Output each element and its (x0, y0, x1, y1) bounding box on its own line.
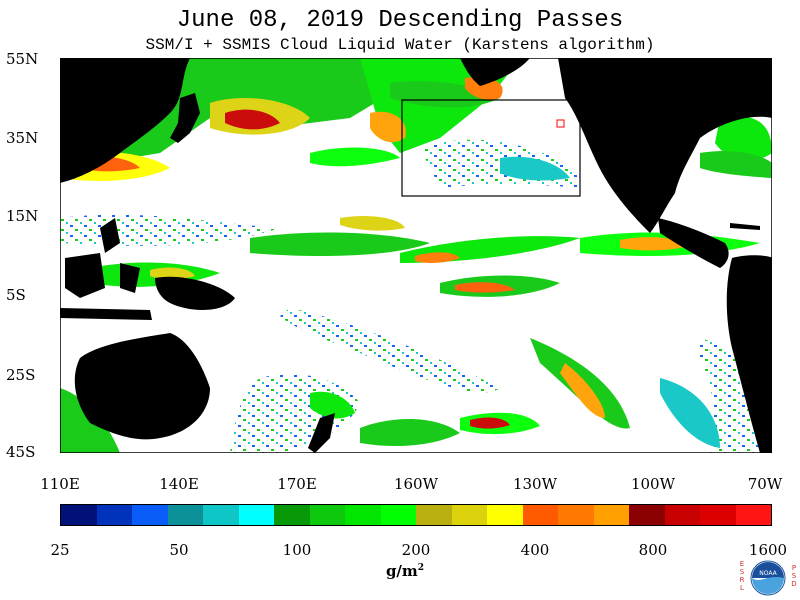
lon-label-160w: 160W (393, 475, 439, 493)
colorbar-tick-200: 200 (401, 541, 431, 559)
landmass-australia (74, 333, 210, 440)
colorbar-segment-11 (416, 505, 452, 525)
landmass-new-zealand (308, 413, 335, 453)
colorbar-segment-2 (96, 505, 132, 525)
colorbar-tick-800: 800 (638, 541, 668, 559)
colorbar-segment-8 (309, 505, 345, 525)
colorbar-segment-20 (735, 505, 771, 525)
colorbar-segment-12 (451, 505, 487, 525)
lat-label-25s: 25S (6, 366, 36, 384)
lon-label-70w: 70W (747, 475, 783, 493)
colorbar-segment-9 (345, 505, 381, 525)
lon-label-140e: 140E (159, 475, 199, 493)
cloud-liquid-water-map (60, 58, 772, 453)
colorbar-segment-18 (664, 505, 700, 525)
noaa-emblem-icon: NOAA (750, 560, 786, 596)
colorbar-segment-6 (238, 505, 274, 525)
landmass-japan (170, 93, 200, 143)
colorbar-segment-17 (629, 505, 665, 525)
landmass-new-guinea (155, 276, 235, 310)
map-subtitle: SSM/I + SSMIS Cloud Liquid Water (Karste… (145, 36, 655, 54)
lat-label-55n: 55N (6, 50, 39, 68)
lat-label-35n: 35N (6, 129, 39, 147)
landmass-philippines (100, 218, 120, 253)
lon-label-100w: 100W (630, 475, 676, 493)
landmass-asia (60, 58, 190, 183)
site-marker (556, 119, 565, 128)
land-masses (60, 58, 772, 453)
colorbar-tick-50: 50 (169, 541, 189, 559)
highlight-box (401, 99, 581, 197)
colorbar-segment-14 (522, 505, 558, 525)
colorbar-tick-1600: 1600 (748, 541, 788, 559)
landmass-south-america (726, 255, 772, 453)
colorbar (60, 504, 772, 526)
colorbar-tick-25: 25 (50, 541, 70, 559)
svg-text:NOAA: NOAA (759, 570, 777, 577)
landmass-borneo (65, 253, 105, 298)
colorbar-units: g/m2 (385, 562, 425, 580)
lat-label-45s: 45S (6, 443, 36, 461)
colorbar-segment-15 (558, 505, 594, 525)
lat-label-5s: 5S (6, 286, 26, 304)
colorbar-segment-13 (487, 505, 523, 525)
colorbar-segment-16 (593, 505, 629, 525)
colorbar-tick-400: 400 (520, 541, 550, 559)
lon-label-130w: 130W (512, 475, 558, 493)
landmass-north-america (558, 58, 772, 233)
lon-label-110e: 110E (40, 475, 80, 493)
lat-label-15n: 15N (6, 207, 39, 225)
lon-label-170e: 170E (277, 475, 317, 493)
colorbar-segment-7 (274, 505, 310, 525)
colorbar-tick-100: 100 (282, 541, 312, 559)
colorbar-segment-4 (167, 505, 203, 525)
colorbar-segment-1 (61, 505, 97, 525)
landmass-central-america (658, 218, 729, 268)
colorbar-segment-10 (380, 505, 416, 525)
colorbar-segment-5 (203, 505, 239, 525)
map-title: June 08, 2019 Descending Passes (176, 7, 624, 34)
colorbar-segment-3 (132, 505, 168, 525)
colorbar-segment-19 (700, 505, 736, 525)
